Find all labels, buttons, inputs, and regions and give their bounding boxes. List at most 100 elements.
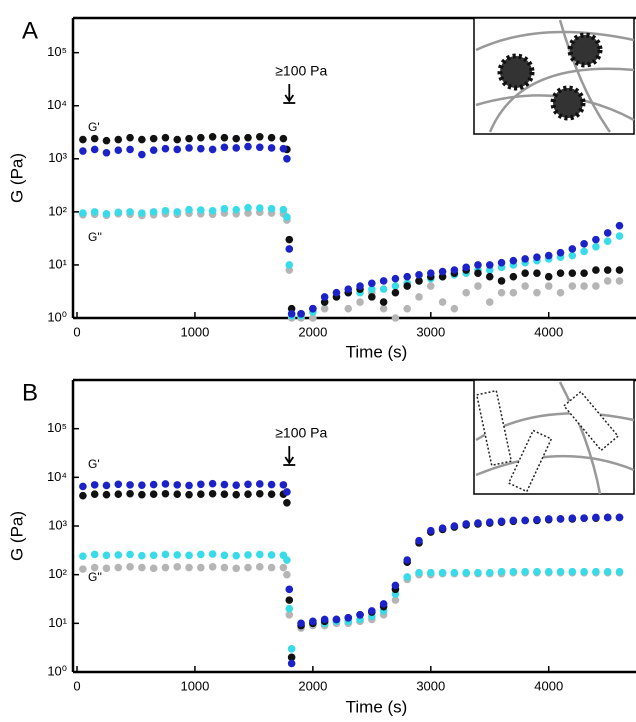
data-point (391, 282, 400, 290)
data-point (90, 563, 99, 572)
data-point (79, 209, 87, 217)
data-point (556, 567, 565, 576)
data-point (149, 480, 158, 489)
data-point (521, 516, 529, 525)
data-point (208, 489, 217, 498)
data-point (173, 481, 182, 489)
data-point (462, 568, 470, 577)
data-point (556, 515, 565, 523)
data-point (344, 304, 353, 313)
data-point (161, 563, 170, 572)
data-point (244, 133, 252, 142)
data-point (232, 144, 241, 152)
data-point (426, 269, 435, 277)
data-point (138, 490, 146, 499)
data-point (255, 480, 264, 488)
data-point (267, 551, 276, 559)
data-point (185, 481, 193, 490)
data-point (379, 304, 388, 313)
data-point (102, 148, 111, 157)
data-point (79, 552, 87, 560)
data-point (208, 206, 217, 215)
data-point (297, 619, 305, 628)
data-point (138, 481, 146, 489)
data-point (197, 206, 205, 214)
data-point (415, 536, 423, 545)
data-point (391, 288, 400, 297)
data-point (208, 563, 217, 571)
data-point (208, 550, 217, 558)
data-point (244, 480, 252, 489)
data-point (592, 242, 600, 251)
data-point (285, 610, 294, 619)
data-point (149, 134, 158, 143)
data-point (114, 146, 123, 155)
data-point (415, 277, 423, 285)
data-point (102, 490, 111, 499)
data-point (90, 145, 99, 154)
data-point (138, 150, 146, 159)
data-point (415, 568, 423, 577)
data-point (426, 282, 435, 290)
inset-a (473, 17, 635, 135)
data-point (521, 269, 529, 277)
data-point (474, 269, 482, 277)
data-point (197, 144, 205, 153)
y-tick-label: 10¹ (48, 615, 67, 630)
data-point (267, 480, 276, 489)
arrow-head (284, 94, 295, 103)
data-point (90, 134, 99, 143)
data-point (332, 615, 341, 624)
data-point (232, 564, 241, 573)
data-point (368, 293, 376, 301)
data-point (283, 488, 291, 496)
annotation: ≥100 Pa (275, 425, 327, 441)
x-tick-label: 3000 (416, 324, 445, 339)
data-point (615, 513, 624, 522)
data-point (521, 282, 529, 290)
data-point (244, 551, 252, 559)
data-point (173, 135, 182, 144)
data-point (485, 272, 494, 281)
data-point (149, 208, 158, 216)
y-tick-label: 10⁴ (47, 469, 67, 484)
data-point (161, 144, 170, 153)
data-point (438, 298, 447, 306)
data-point (220, 133, 229, 142)
data-point (126, 145, 134, 154)
data-point (462, 520, 470, 528)
data-point (415, 271, 423, 279)
x-tick-label: 0 (73, 678, 80, 693)
data-point (603, 229, 612, 237)
y-tick-label: 10³ (48, 517, 67, 532)
data-point (279, 563, 288, 572)
y-tick-label: 10⁰ (47, 663, 67, 678)
data-point (568, 269, 577, 277)
data-point (332, 288, 341, 297)
data-point (403, 304, 412, 313)
data-point (138, 551, 146, 560)
data-point (185, 205, 193, 214)
data-point (283, 213, 291, 221)
data-point (320, 615, 329, 624)
data-point (232, 551, 241, 560)
data-point (255, 204, 264, 212)
data-point (208, 132, 217, 141)
x-tick-label: 2000 (298, 324, 327, 339)
data-point (197, 133, 205, 142)
data-point (79, 147, 87, 155)
data-point (267, 133, 276, 142)
data-point (114, 480, 123, 489)
data-point (391, 314, 400, 322)
data-point (185, 563, 193, 572)
data-point (368, 279, 376, 288)
data-point (379, 277, 388, 285)
data-point (138, 135, 146, 144)
data-point (344, 285, 353, 293)
data-point (497, 288, 506, 297)
data-point (149, 490, 158, 499)
y-tick-label: 10² (48, 203, 67, 218)
data-point (320, 293, 329, 301)
data-point (580, 282, 588, 290)
